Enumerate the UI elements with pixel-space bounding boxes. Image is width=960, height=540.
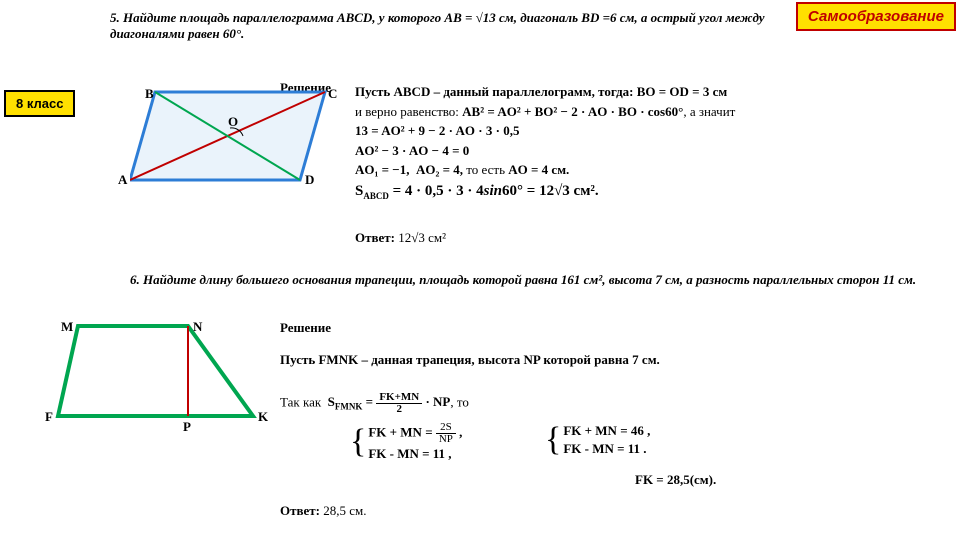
vertex-k: K xyxy=(258,409,268,425)
problem5-text: 5. Найдите площадь параллелограмма ABCD,… xyxy=(110,10,810,42)
problem6-final: FK = 28,5(см). xyxy=(635,470,716,490)
vertex-b: B xyxy=(145,86,154,102)
problem6-brace1: { FK + MN = 2SNP , FK - MN = 11 , xyxy=(350,422,462,463)
problem6-brace2: { FK + MN = 46 , FK - MN = 11 . xyxy=(545,422,650,458)
problem5-solution: Пусть ABCD – данный параллелограмм, тогд… xyxy=(355,82,955,203)
vertex-m: M xyxy=(61,319,73,335)
vertex-n: N xyxy=(193,319,202,335)
problem6-formula-row: Так как SFMNK = FK+MN2 · NP, то xyxy=(280,392,469,415)
vertex-a: A xyxy=(118,172,127,188)
vertex-o: O xyxy=(228,114,238,130)
problem6-text: 6. Найдите длину большего основания трап… xyxy=(130,272,920,288)
problem6-solution-label: Решение xyxy=(280,320,331,336)
diagram-parallelogram: B C O A D xyxy=(130,90,330,185)
vertex-c: C xyxy=(328,86,337,102)
badge-grade: 8 класс xyxy=(4,90,75,117)
vertex-f: F xyxy=(45,409,53,425)
problem6-answer: Ответ: 28,5 см. xyxy=(280,503,367,519)
vertex-d: D xyxy=(305,172,314,188)
problem6-line1: Пусть FMNK – данная трапеция, высота NP … xyxy=(280,350,950,370)
badge-selfstudy: Самообразование xyxy=(796,2,956,31)
vertex-p: P xyxy=(183,419,191,435)
diagram-trapezoid: M N F K P xyxy=(55,323,260,423)
problem5-answer: Ответ: 12√3 см² xyxy=(355,230,446,246)
